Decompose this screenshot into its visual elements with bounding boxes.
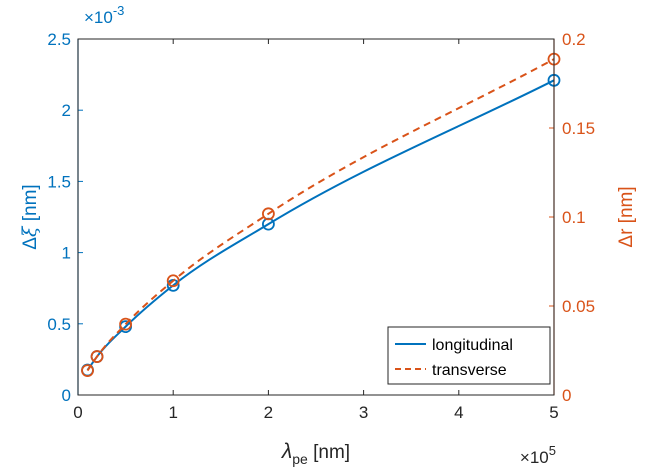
series-line-transverse (86, 58, 555, 372)
y-left-tick-label: 0.5 (47, 315, 71, 334)
y-left-tick-label: 1 (62, 244, 71, 263)
x-axis-label-subscript: pe (292, 451, 308, 467)
y-left-tick-label: 1.5 (47, 172, 71, 191)
y-right-tick-label: 0.1 (562, 208, 586, 227)
x-tick-label: 0 (73, 403, 82, 422)
data-point-transverse (90, 350, 104, 363)
x-tick-label: 5 (549, 403, 558, 422)
y-right-tick-label: 0.05 (562, 297, 595, 316)
data-point-transverse (166, 274, 180, 288)
x-tick-label: 1 (168, 403, 177, 422)
y-left-axis-label-symbol: ξ (19, 225, 41, 237)
y-left-tick-label: 2.5 (47, 30, 71, 49)
y-left-axis-label-prefix: Δ (20, 237, 41, 250)
legend: longitudinal transverse (387, 326, 551, 385)
legend-label-transverse: transverse (432, 362, 507, 379)
y-left-axis-label: Δξ [nm] (19, 184, 41, 249)
y-left-tick-label: 2 (62, 101, 71, 120)
x-tick-label: 2 (264, 403, 273, 422)
x-tick-label: 4 (454, 403, 463, 422)
x-exponent: ×105 (520, 443, 556, 467)
x-axis-label-symbol: λ (281, 440, 292, 463)
y-right-axis-label: Δr [nm] (616, 186, 637, 247)
y-right-tick-label: 0 (562, 386, 571, 405)
x-axis-label: λpe [nm] (281, 440, 350, 467)
y-right-tick-label: 0.15 (562, 119, 595, 138)
y-left-exponent: ×10-3 (84, 3, 124, 27)
y-left-exponent-power: -3 (113, 3, 125, 18)
y-left-axis-label-unit: [nm] (20, 184, 41, 226)
data-point-transverse (119, 317, 132, 331)
legend-box (387, 326, 551, 385)
data-point-transverse (81, 364, 94, 378)
plot-frame (77, 38, 555, 396)
x-exponent-base: ×10 (520, 448, 549, 467)
x-exponent-power: 5 (549, 443, 556, 458)
y-left-exponent-base: ×10 (84, 8, 113, 27)
series-layer (81, 52, 561, 378)
x-axis-label-unit: [nm] (308, 442, 350, 463)
x-tick-label: 3 (359, 403, 368, 422)
data-point-transverse (261, 207, 275, 221)
y-right-tick-label: 0.2 (562, 30, 586, 49)
legend-label-longitudinal: longitudinal (432, 337, 513, 354)
y-left-tick-label: 0 (62, 386, 71, 405)
